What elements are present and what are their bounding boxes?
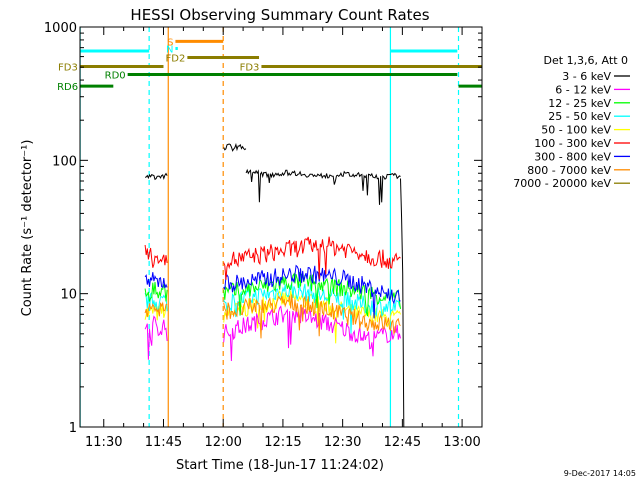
series-2-segment-0 — [144, 281, 168, 302]
series-0-segment-1 — [223, 142, 247, 152]
x-tick-label: 12:00 — [204, 435, 241, 450]
date-stamp: 9-Dec-2017 14:05 — [564, 469, 636, 478]
legend-label: 50 - 100 keV — [541, 124, 611, 137]
x-axis-label: Start Time (18-Jun-17 11:24:02) — [176, 458, 384, 473]
legend-label: 6 - 12 keV — [555, 83, 611, 96]
x-tick-label: 12:45 — [384, 435, 421, 450]
state-label-4: FD3 — [240, 63, 260, 74]
legend-label: 3 - 6 keV — [562, 70, 611, 83]
series-0-segment-3 — [400, 178, 405, 428]
y-tick-label: 1 — [69, 421, 77, 436]
x-tick-label: 11:30 — [85, 435, 122, 450]
series-3-segment-1 — [223, 282, 401, 335]
y-axis-label: Count Rate (s⁻¹ detector⁻¹) — [20, 140, 35, 317]
state-label-0: S — [167, 37, 173, 48]
y-axis: 1 10 100 1000 — [44, 21, 482, 436]
legend-label: 800 - 7000 keV — [527, 164, 611, 177]
y-tick-label: 1000 — [44, 21, 77, 36]
y-tick-label: 100 — [52, 154, 77, 169]
y-tick-label: 10 — [60, 288, 77, 303]
state-label-2: FD2 — [166, 54, 186, 65]
series-1-segment-0 — [144, 315, 168, 360]
series-0-segment-0 — [144, 172, 168, 181]
series-0-segment-2 — [245, 168, 401, 205]
series-7-segment-1 — [223, 294, 401, 339]
series-5-segment-1 — [223, 236, 401, 280]
series-1-segment-1 — [223, 305, 401, 362]
legend-label: 300 - 800 keV — [534, 150, 611, 163]
legend-label: 7000 - 20000 keV — [513, 177, 611, 190]
state-label-1: N — [166, 44, 173, 55]
plot-frame — [79, 26, 483, 428]
x-tick-label: 12:15 — [264, 435, 301, 450]
chart-title: HESSI Observing Summary Count Rates — [130, 6, 429, 24]
legend-label: 100 - 300 keV — [534, 137, 611, 150]
series-6-segment-1 — [223, 264, 401, 319]
series-5-segment-0 — [144, 244, 168, 268]
x-tick-label: 12:30 — [324, 435, 361, 450]
x-axis: 11:30 11:45 12:00 12:15 12:30 12:45 13:00 — [85, 27, 483, 450]
legend-label: 12 - 25 keV — [548, 97, 611, 110]
legend-label: 25 - 50 keV — [548, 110, 611, 123]
x-tick-label: 13:00 — [443, 435, 480, 450]
state-label-5: RD0 — [105, 71, 126, 82]
legend-title: Det 1,3,6, Att 0 — [544, 54, 628, 67]
x-tick-label: 11:45 — [145, 435, 182, 450]
state-label-6: RD6 — [57, 82, 78, 93]
series-7-segment-0 — [144, 301, 168, 318]
series-6-segment-0 — [144, 272, 168, 289]
state-label-3: FD3 — [58, 63, 78, 74]
